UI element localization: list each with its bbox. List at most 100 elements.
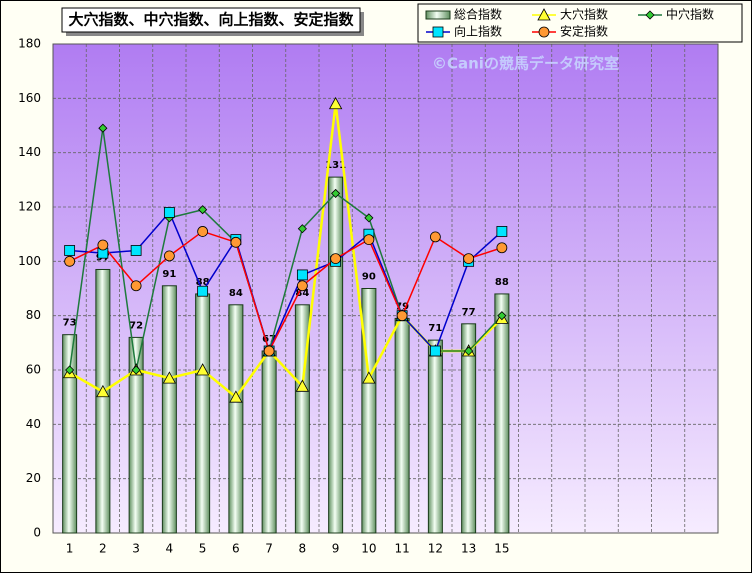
legend-box	[417, 3, 743, 43]
x-tick-label: 4	[166, 542, 174, 556]
bar	[195, 293, 211, 534]
marker	[396, 310, 408, 322]
marker	[197, 226, 209, 237]
marker	[163, 250, 175, 262]
x-tick-label: 2	[99, 542, 107, 556]
y-tick-label: 120	[18, 200, 41, 214]
value-label: 72	[129, 320, 143, 331]
marker	[297, 224, 307, 234]
legend-label: 安定指数	[560, 24, 608, 39]
y-tick-label: 140	[18, 145, 41, 159]
x-tick-label: 3	[132, 542, 140, 556]
x-tick-label: 5	[199, 542, 207, 556]
marker	[363, 234, 375, 246]
line	[69, 211, 503, 354]
marker	[130, 245, 142, 256]
x-tick-label: 11	[394, 542, 409, 556]
marker	[464, 346, 474, 356]
marker	[295, 379, 310, 392]
x-tick-label: 7	[265, 542, 273, 556]
marker	[364, 213, 374, 223]
value-label: 88	[196, 277, 210, 288]
title-box	[61, 7, 361, 33]
marker	[197, 285, 209, 297]
marker	[463, 253, 475, 265]
x-tick-label: 1	[66, 542, 74, 556]
value-label: 79	[395, 301, 409, 312]
legend-swatch	[425, 10, 451, 20]
y-tick-label: 180	[18, 37, 41, 51]
marker	[65, 365, 75, 375]
value-label: 91	[162, 269, 176, 280]
bar	[394, 317, 410, 534]
bar	[261, 350, 277, 534]
value-label: 73	[63, 318, 77, 329]
y-tick-label: 80	[26, 308, 41, 322]
bar	[161, 285, 177, 534]
value-label: 90	[362, 272, 376, 283]
marker	[645, 10, 655, 20]
marker	[296, 280, 308, 292]
marker	[497, 311, 507, 321]
marker	[496, 242, 508, 254]
x-tick-label: 8	[299, 542, 307, 556]
value-label: 71	[428, 323, 442, 334]
marker	[429, 231, 441, 243]
legend-label: 向上指数	[454, 24, 502, 39]
marker	[162, 371, 177, 384]
y-tick-label: 20	[26, 471, 41, 485]
marker	[362, 371, 376, 384]
bar	[328, 176, 344, 534]
marker	[538, 26, 550, 38]
x-tick-label: 6	[232, 542, 240, 556]
line	[69, 230, 503, 353]
marker	[229, 390, 243, 403]
legend-label: 大穴指数	[560, 7, 608, 22]
bar	[461, 323, 477, 534]
marker	[296, 269, 308, 281]
bar	[95, 268, 111, 534]
bar	[228, 304, 244, 534]
y-tick-label: 0	[33, 526, 41, 540]
marker	[195, 363, 210, 376]
value-label: 67	[262, 334, 276, 345]
marker	[96, 384, 110, 398]
marker	[429, 345, 441, 357]
plot-border	[52, 43, 719, 534]
marker	[330, 253, 342, 265]
marker	[263, 345, 275, 357]
marker	[328, 96, 343, 110]
x-tick-label: 12	[428, 542, 443, 556]
marker	[496, 226, 508, 237]
marker	[98, 123, 108, 133]
x-tick-label: 15	[494, 542, 509, 556]
y-tick-label: 160	[18, 91, 41, 105]
bar	[361, 288, 377, 534]
watermark: ©Caniの競馬データ研究室	[432, 55, 619, 73]
value-label: 88	[495, 277, 509, 288]
bar	[494, 293, 510, 534]
marker	[130, 280, 142, 292]
y-tick-label: 40	[26, 417, 41, 431]
marker	[64, 245, 76, 256]
value-label: 131	[325, 160, 346, 171]
bar	[427, 339, 443, 534]
x-tick-label: 10	[361, 542, 376, 556]
bar	[62, 334, 78, 534]
marker	[432, 26, 444, 38]
marker	[97, 239, 109, 251]
y-tick-label: 60	[26, 363, 41, 377]
bar	[128, 336, 144, 534]
x-tick-label: 13	[461, 542, 476, 556]
marker	[537, 8, 551, 21]
x-tick-label: 9	[332, 542, 340, 556]
marker	[331, 188, 341, 198]
marker	[198, 205, 208, 215]
marker	[64, 255, 76, 267]
value-label: 77	[462, 307, 476, 318]
value-label: 84	[295, 288, 309, 299]
y-tick-label: 100	[18, 254, 41, 268]
chart-title: 大穴指数、中穴指数、向上指数、安定指数	[68, 11, 354, 29]
marker	[230, 236, 242, 248]
